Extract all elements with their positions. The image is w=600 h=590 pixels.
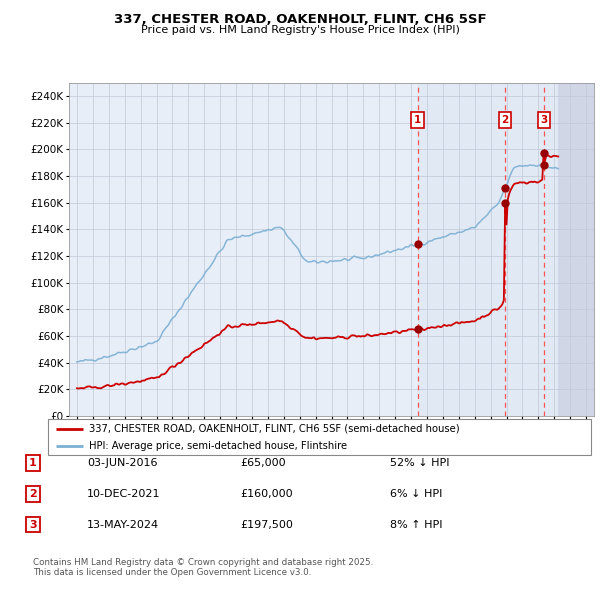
Text: 337, CHESTER ROAD, OAKENHOLT, FLINT, CH6 5SF (semi-detached house): 337, CHESTER ROAD, OAKENHOLT, FLINT, CH6…	[89, 424, 460, 434]
Text: 1: 1	[29, 458, 37, 468]
Bar	[558, 83, 594, 416]
Text: HPI: Average price, semi-detached house, Flintshire: HPI: Average price, semi-detached house,…	[89, 441, 347, 451]
Text: 2: 2	[29, 489, 37, 499]
Text: £160,000: £160,000	[240, 489, 293, 499]
Text: Contains HM Land Registry data © Crown copyright and database right 2025.
This d: Contains HM Land Registry data © Crown c…	[33, 558, 373, 577]
Text: Price paid vs. HM Land Registry's House Price Index (HPI): Price paid vs. HM Land Registry's House …	[140, 25, 460, 35]
Text: 52% ↓ HPI: 52% ↓ HPI	[390, 458, 449, 468]
Text: 1: 1	[414, 115, 421, 125]
Text: 8% ↑ HPI: 8% ↑ HPI	[390, 520, 443, 529]
Text: 6% ↓ HPI: 6% ↓ HPI	[390, 489, 442, 499]
Text: 10-DEC-2021: 10-DEC-2021	[87, 489, 161, 499]
Text: 03-JUN-2016: 03-JUN-2016	[87, 458, 157, 468]
Bar	[418, 83, 558, 416]
Text: £197,500: £197,500	[240, 520, 293, 529]
Text: 3: 3	[541, 115, 548, 125]
Text: 2: 2	[502, 115, 509, 125]
Text: 337, CHESTER ROAD, OAKENHOLT, FLINT, CH6 5SF: 337, CHESTER ROAD, OAKENHOLT, FLINT, CH6…	[113, 13, 487, 26]
Text: £65,000: £65,000	[240, 458, 286, 468]
Text: 3: 3	[29, 520, 37, 529]
Text: 13-MAY-2024: 13-MAY-2024	[87, 520, 159, 529]
Bar	[558, 83, 594, 416]
